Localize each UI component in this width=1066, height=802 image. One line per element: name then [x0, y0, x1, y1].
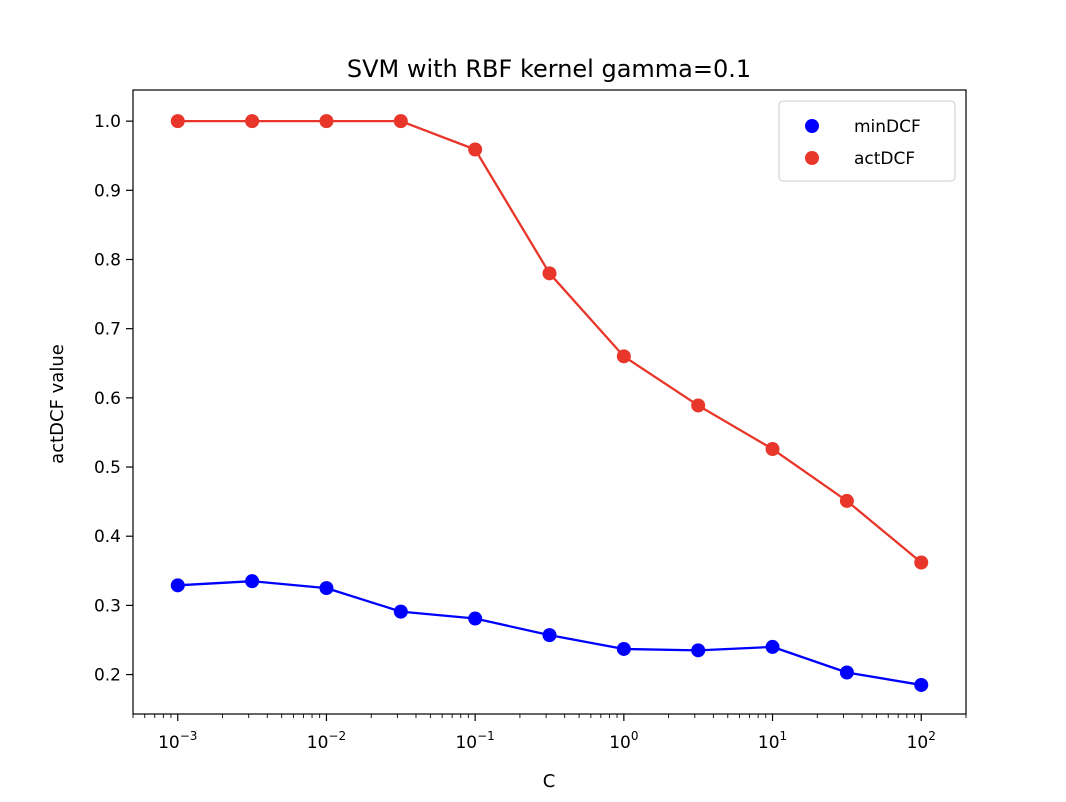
y-tick-label-1: 0.3 [94, 596, 121, 616]
series-minDCF-point-2 [319, 581, 334, 596]
x-axis-label: C [543, 771, 556, 792]
series-minDCF-point-3 [393, 604, 408, 619]
y-tick-label-8: 1.0 [94, 112, 121, 132]
series-actDCF-point-1 [245, 114, 260, 129]
series-actDCF-point-2 [319, 114, 334, 129]
chart-title: SVM with RBF kernel gamma=0.1 [347, 55, 751, 83]
y-axis-label: actDCF value [47, 344, 68, 464]
series-minDCF-point-7 [691, 643, 706, 658]
series-actDCF-point-9 [839, 493, 854, 508]
y-tick-label-2: 0.4 [94, 527, 121, 547]
y-tick-label-7: 0.9 [94, 181, 121, 201]
series-minDCF-point-6 [616, 641, 631, 656]
series-minDCF-point-4 [468, 611, 483, 626]
legend-label-actDCF: actDCF [854, 149, 915, 169]
series-minDCF-point-1 [245, 574, 260, 589]
y-tick-label-4: 0.6 [94, 389, 121, 409]
series-minDCF-point-0 [170, 578, 185, 593]
series-actDCF-point-6 [616, 349, 631, 364]
series-actDCF-point-8 [765, 442, 780, 457]
legend-marker-minDCF [805, 119, 819, 133]
series-actDCF-point-5 [542, 266, 557, 281]
legend-marker-actDCF [805, 151, 819, 165]
x-tick-label-3: 100 [609, 729, 638, 753]
y-tick-label-3: 0.5 [94, 458, 121, 478]
x-tick-label-2: 10−1 [455, 729, 494, 753]
series-actDCF-point-3 [393, 114, 408, 129]
y-tick-label-0: 0.2 [94, 666, 121, 686]
series-actDCF-point-4 [468, 142, 483, 157]
series-actDCF-point-10 [914, 555, 929, 570]
series-minDCF-point-5 [542, 628, 557, 643]
x-tick-label-4: 101 [758, 729, 787, 753]
y-tick-label-5: 0.7 [94, 320, 121, 340]
axes-frame [132, 89, 967, 715]
series-minDCF-point-9 [839, 665, 854, 680]
plot-area: 10−3 10−2 10−1 100 101 102 0.2 0.3 0.4 0.5 0.6 0.7 0… [94, 89, 967, 753]
x-tick-label-1: 10−2 [307, 729, 346, 753]
legend: minDCF actDCF [778, 100, 956, 182]
series-minDCF-point-8 [765, 639, 780, 654]
legend-label-minDCF: minDCF [854, 117, 921, 137]
series-actDCF-point-0 [170, 114, 185, 129]
y-tick-label-6: 0.8 [94, 250, 121, 270]
series-actDCF-point-7 [691, 398, 706, 413]
legend-box [778, 100, 956, 182]
x-tick-label-0: 10−3 [158, 729, 197, 753]
series-minDCF-point-10 [914, 677, 929, 692]
x-tick-label-5: 102 [907, 729, 936, 753]
